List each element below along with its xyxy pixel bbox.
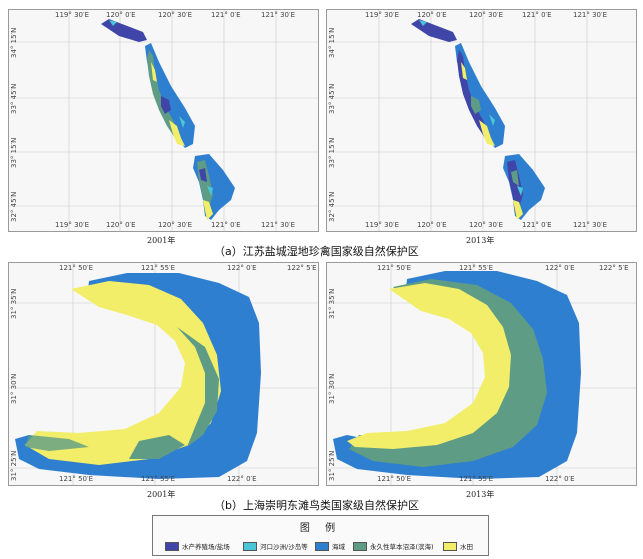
caption-a: （a）江苏盐城湿地珍禽国家级自然保护区 [214, 245, 419, 258]
lon-label: 119° 30′E [55, 221, 90, 229]
lon-label: 120° 0′E [106, 11, 136, 19]
map-legend: 图 例 水产养殖场/盐场 河口沙洲/沙岛等 海域 永久性草本沼泽(滨海) 水田 [152, 515, 489, 556]
lon-label: 121° 30′E [573, 221, 608, 229]
legend-item-estuary-sand: 河口沙洲/沙岛等 [243, 541, 308, 551]
lat-label: 31° 30′N [328, 373, 336, 404]
legend-label: 河口沙洲/沙岛等 [260, 543, 308, 551]
lon-label: 120° 0′E [106, 221, 136, 229]
lat-label: 33° 15′N [10, 137, 18, 168]
lon-label: 121° 30′E [261, 11, 296, 19]
lat-label: 31° 25′N [328, 450, 336, 481]
lat-label: 31° 25′N [10, 450, 18, 481]
lat-label: 33° 45′N [10, 83, 18, 114]
legend-title: 图 例 [299, 523, 342, 534]
lon-label: 121° 50′E [59, 475, 94, 483]
legend-swatch [165, 541, 179, 551]
legend-swatch [243, 541, 257, 551]
lon-label: 121° 30′E [261, 221, 296, 229]
lon-label: 120° 0′E [417, 221, 447, 229]
map-panel-a-2013: 119° 30′E 120° 0′E 120° 30′E 121° 0′E 12… [326, 9, 637, 232]
legend-item-sea: 海域 [315, 541, 345, 551]
lon-label: 121° 50′E [377, 475, 412, 483]
legend-swatch [443, 541, 457, 551]
lat-label: 34° 15′N [328, 27, 336, 58]
lon-label: 121° 0′E [211, 11, 241, 19]
lon-label: 119° 30′E [365, 11, 400, 19]
lon-label: 119° 30′E [365, 221, 400, 229]
lon-label: 120° 30′E [158, 11, 193, 19]
lon-label: 122° 5′E [599, 264, 629, 272]
lat-label: 33° 45′N [328, 83, 336, 114]
map-a-2013-svg [327, 10, 636, 231]
legend-item-paddy: 水田 [443, 541, 473, 551]
year-label: 2013年 [466, 490, 495, 499]
legend-label: 永久性草本沼泽(滨海) [370, 543, 434, 551]
legend-swatch [353, 541, 367, 551]
map-b-2013-svg [327, 263, 636, 485]
lon-label: 122° 0′E [227, 264, 257, 272]
lon-label: 119° 30′E [55, 11, 90, 19]
year-label: 2001年 [147, 490, 176, 499]
lon-label: 120° 0′E [417, 11, 447, 19]
caption-b: （b）上海崇明东滩鸟类国家级自然保护区 [214, 499, 419, 512]
lon-label: 121° 30′E [573, 11, 608, 19]
lon-label: 122° 0′E [545, 264, 575, 272]
lon-label: 122° 5′E [287, 264, 317, 272]
legend-label: 水产养殖场/盐场 [182, 543, 230, 551]
lon-label: 120° 30′E [158, 221, 193, 229]
legend-label: 海域 [332, 543, 345, 551]
lon-label: 121° 55′E [141, 475, 176, 483]
lon-label: 121° 0′E [211, 221, 241, 229]
lon-label: 121° 50′E [59, 264, 94, 272]
lat-label: 32° 45′N [328, 191, 336, 222]
lon-label: 121° 55′E [459, 475, 494, 483]
legend-item-aquaculture: 水产养殖场/盐场 [165, 541, 230, 551]
lat-label: 33° 15′N [328, 137, 336, 168]
lat-label: 31° 30′N [10, 373, 18, 404]
map-panel-b-2001: 121° 50′E 121° 55′E 122° 0′E 122° 5′E 12… [8, 262, 319, 486]
legend-item-marsh: 永久性草本沼泽(滨海) [353, 541, 434, 551]
map-b-2001-svg [9, 263, 318, 485]
lon-label: 122° 0′E [227, 475, 257, 483]
lat-label: 31° 35′N [10, 288, 18, 319]
lon-label: 121° 55′E [459, 264, 494, 272]
lon-label: 121° 0′E [522, 11, 552, 19]
lat-label: 34° 15′N [10, 27, 18, 58]
lon-label: 120° 30′E [469, 11, 504, 19]
lat-label: 31° 35′N [328, 288, 336, 319]
lon-label: 120° 30′E [469, 221, 504, 229]
map-a-2001-svg [9, 10, 318, 231]
year-label: 2001年 [147, 236, 176, 245]
lon-label: 122° 0′E [545, 475, 575, 483]
year-label: 2013年 [466, 236, 495, 245]
legend-label: 水田 [460, 543, 473, 551]
lon-label: 121° 55′E [141, 264, 176, 272]
lon-label: 121° 0′E [522, 221, 552, 229]
legend-swatch [315, 541, 329, 551]
map-panel-a-2001: 119° 30′E 120° 0′E 120° 30′E 121° 0′E 12… [8, 9, 319, 232]
lon-label: 121° 50′E [377, 264, 412, 272]
lat-label: 32° 45′N [10, 191, 18, 222]
map-panel-b-2013: 121° 50′E 121° 55′E 122° 0′E 122° 5′E 12… [326, 262, 637, 486]
